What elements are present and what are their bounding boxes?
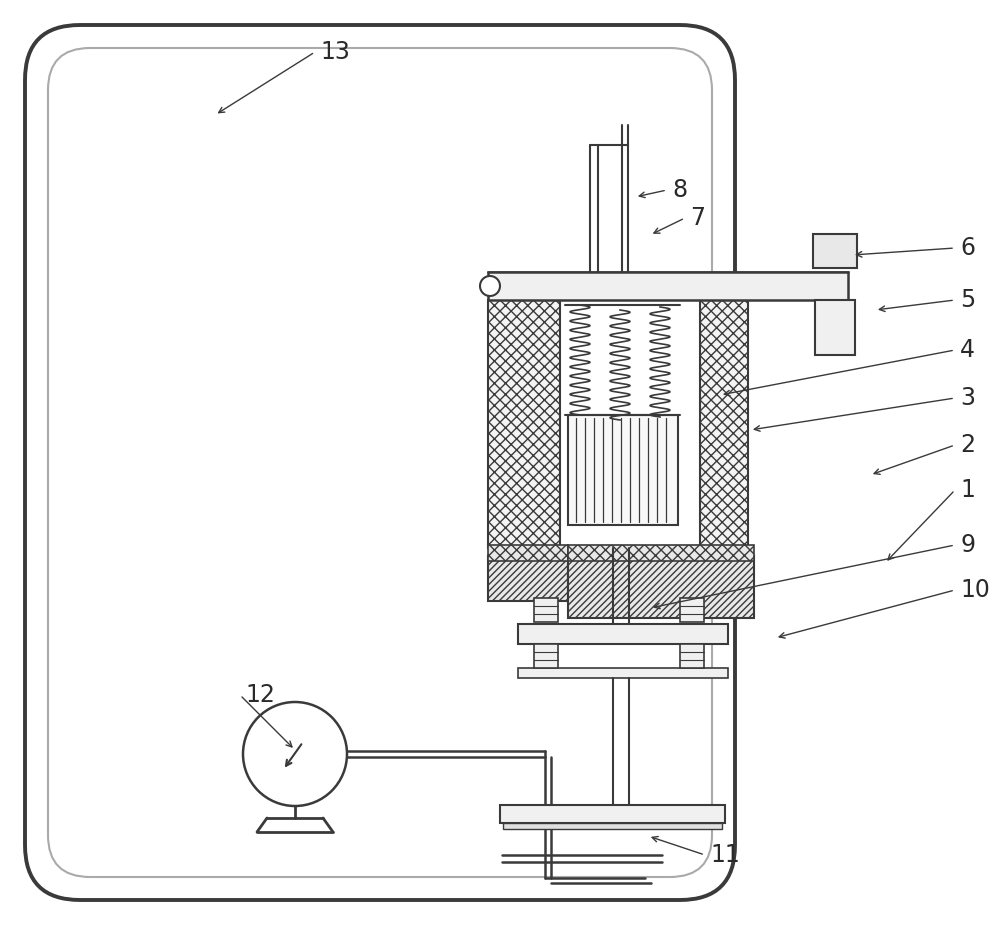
Bar (534, 598, 558, 622)
Text: 1: 1 (960, 478, 975, 502)
Bar (534, 644, 558, 668)
Bar (815, 300, 855, 355)
Bar (488, 272, 848, 300)
Text: 6: 6 (960, 236, 975, 260)
Bar (518, 668, 728, 678)
Text: 3: 3 (960, 386, 975, 410)
Bar (503, 823, 722, 829)
Circle shape (480, 276, 500, 296)
Text: 2: 2 (960, 433, 975, 457)
Text: 4: 4 (960, 338, 975, 362)
Text: 7: 7 (690, 206, 705, 230)
Text: 9: 9 (960, 533, 975, 557)
Bar (568, 556, 754, 618)
Bar (568, 545, 754, 561)
Bar (488, 556, 568, 601)
Bar (700, 300, 748, 548)
Text: 12: 12 (245, 683, 275, 707)
FancyBboxPatch shape (25, 25, 735, 900)
Bar (488, 300, 560, 548)
Text: 10: 10 (960, 578, 990, 602)
Bar (680, 644, 704, 668)
FancyBboxPatch shape (48, 48, 712, 877)
Bar (680, 598, 704, 622)
Circle shape (243, 702, 347, 806)
Bar (488, 545, 568, 561)
Bar (560, 300, 700, 548)
Text: 13: 13 (320, 40, 350, 64)
Text: 8: 8 (672, 178, 687, 202)
Bar (568, 415, 678, 525)
Text: 5: 5 (960, 288, 975, 312)
Bar (813, 234, 857, 268)
Bar (518, 624, 728, 644)
Text: 11: 11 (710, 843, 740, 867)
Bar (500, 805, 725, 823)
